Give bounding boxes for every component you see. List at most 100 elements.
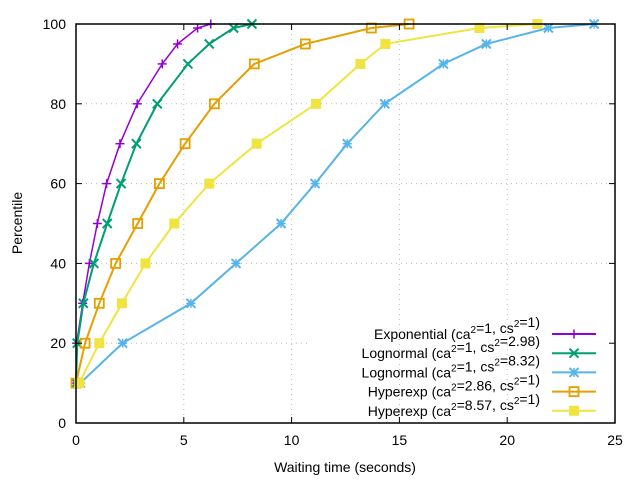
data-point-open-square: [179, 138, 191, 150]
data-point-filled-square: [474, 22, 485, 33]
legend-text-part: =1, cs: [457, 339, 495, 355]
superscript: 2: [451, 402, 457, 413]
y-tick-label: 20: [50, 335, 66, 351]
legend-label: Exponential (ca2=1, cs2=1): [374, 314, 540, 342]
data-point-plus: [132, 99, 142, 109]
legend-label: Lognormal (ca2=1, cs2=8.32): [362, 352, 540, 380]
series-0: [71, 19, 216, 388]
legend-text-part: =8.32): [500, 352, 540, 368]
data-point-filled-square: [74, 378, 85, 389]
data-point-star: [379, 98, 390, 110]
data-point-star: [230, 258, 242, 269]
data-point-cross: [131, 138, 142, 149]
data-point-open-square: [299, 38, 311, 50]
x-tick-label: 15: [392, 432, 408, 448]
series-2: [75, 18, 600, 389]
grid: [76, 24, 615, 423]
series-3: [70, 18, 415, 389]
superscript: 2: [514, 319, 520, 330]
superscript: 2: [471, 325, 477, 336]
legend-entry: Lognormal (ca2=1, cs2=2.98): [362, 333, 596, 361]
legend-text-part: =1): [519, 314, 540, 330]
legend-text-part: =2.98): [500, 333, 540, 349]
data-point-open-square: [132, 218, 144, 229]
data-point-star: [342, 138, 353, 149]
x-tick-label: 5: [180, 432, 188, 448]
data-point-cross: [102, 218, 113, 229]
legend-text-part: =2.86, cs: [457, 378, 514, 394]
data-point-filled-square: [204, 178, 215, 189]
data-point-plus: [84, 258, 94, 268]
data-point-plus: [92, 219, 102, 228]
y-tick-label: 40: [50, 255, 66, 271]
data-point-open-square: [209, 98, 220, 110]
superscript: 2: [451, 383, 457, 394]
data-point-open-square: [248, 58, 260, 70]
x-tick-label: 20: [499, 432, 515, 448]
data-point-plus: [115, 139, 125, 149]
legend-text-part: Hyperexp (ca: [368, 403, 451, 419]
data-point-star: [275, 218, 287, 229]
data-point-filled-square: [251, 138, 262, 149]
data-point-cross: [78, 298, 89, 309]
superscript: 2: [514, 377, 520, 388]
data-point-open-square: [154, 178, 165, 190]
data-point-filled-square: [569, 405, 579, 416]
legend-entry: Hyperexp (ca2=8.57, cs2=1): [368, 391, 596, 419]
data-point-plus: [157, 59, 167, 69]
series-line: [75, 23, 410, 384]
series-line: [78, 23, 538, 384]
data-point-filled-square: [380, 38, 391, 49]
superscript: 2: [451, 344, 457, 355]
data-point-star: [438, 58, 449, 70]
legend-text-part: =1, cs: [457, 358, 495, 374]
data-point-open-square: [93, 297, 105, 309]
data-point-filled-square: [140, 258, 151, 269]
series-group: [70, 18, 600, 389]
data-point-plus: [102, 179, 112, 189]
data-point-plus: [193, 23, 203, 33]
superscript: 2: [451, 363, 457, 374]
data-point-star: [481, 38, 492, 50]
data-point-cross: [182, 58, 194, 70]
series-1: [70, 18, 258, 389]
legend-text-part: =1): [519, 391, 540, 407]
data-point-open-square: [110, 257, 122, 269]
data-point-open-square: [568, 386, 580, 398]
data-point-cross: [152, 98, 163, 110]
data-point-filled-square: [116, 298, 127, 309]
legend-label: Hyperexp (ca2=2.86, cs2=1): [368, 372, 540, 400]
legend-label: Hyperexp (ca2=8.57, cs2=1): [368, 391, 540, 419]
y-tick-label: 100: [43, 16, 67, 32]
x-axis-label: Waiting time (seconds): [274, 459, 416, 475]
plot-frame: [75, 23, 616, 424]
data-point-cross: [204, 38, 215, 50]
y-axis-label: Percentile: [9, 192, 25, 254]
legend-text-part: Lognormal (ca: [362, 345, 452, 361]
y-tick-label: 80: [50, 96, 66, 112]
y-tick-label: 0: [58, 415, 66, 431]
data-point-filled-square: [169, 218, 180, 229]
legend-label: Lognormal (ca2=1, cs2=2.98): [362, 333, 540, 361]
x-tick-label: 25: [607, 432, 623, 448]
data-point-star: [185, 298, 197, 309]
data-point-filled-square: [310, 98, 321, 109]
series-line: [79, 23, 595, 384]
superscript: 2: [494, 357, 500, 368]
data-point-cross: [568, 347, 580, 359]
legend-text-part: Exponential (ca: [374, 326, 471, 342]
data-point-star: [568, 367, 580, 378]
data-point-star: [543, 22, 554, 34]
legend-text-part: =1): [519, 372, 540, 388]
data-point-cross: [228, 22, 239, 34]
data-point-cross: [88, 258, 100, 269]
legend-entry: Lognormal (ca2=1, cs2=8.32): [362, 352, 596, 380]
legend-entry: Exponential (ca2=1, cs2=1): [374, 314, 596, 342]
data-point-plus: [569, 329, 579, 339]
legend-text-part: =8.57, cs: [457, 397, 514, 413]
superscript: 2: [494, 338, 500, 349]
data-point-star: [309, 178, 321, 189]
superscript: 2: [514, 396, 520, 407]
data-point-plus: [173, 39, 183, 49]
